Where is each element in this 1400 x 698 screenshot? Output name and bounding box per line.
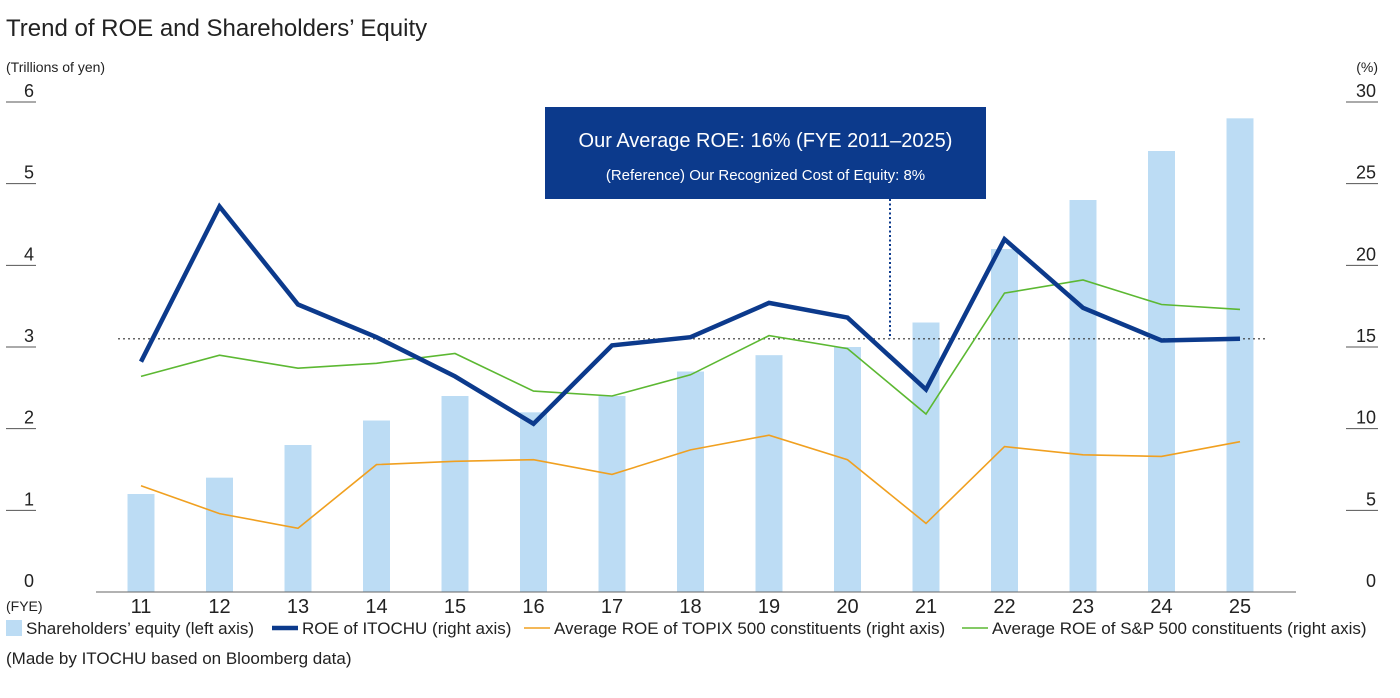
equity-bar — [363, 420, 390, 592]
equity-bar — [520, 412, 547, 592]
x-axis-unit: (FYE) — [6, 598, 43, 614]
average-roe-callout: Our Average ROE: 16% (FYE 2011–2025) (Re… — [545, 107, 986, 199]
legend-label: ROE of ITOCHU (right axis) — [302, 619, 511, 638]
equity-bar — [1069, 200, 1097, 592]
equity-bar — [991, 249, 1018, 592]
equity-bar — [598, 396, 626, 592]
equity-bar — [127, 494, 155, 592]
x-tick-label: 14 — [365, 596, 387, 618]
x-tick-label: 20 — [836, 596, 858, 618]
x-tick-label: 19 — [758, 596, 780, 618]
equity-bar — [755, 355, 783, 592]
callout-sub-text: (Reference) Our Recognized Cost of Equit… — [606, 167, 925, 184]
equity-bar — [834, 347, 861, 592]
equity-bar — [1148, 151, 1175, 592]
source-note: (Made by ITOCHU based on Bloomberg data) — [6, 649, 352, 668]
x-tick-label: 16 — [522, 596, 544, 618]
left-tick-label: 4 — [24, 244, 34, 264]
x-axis-ticks: 11 12 13 14 15 16 17 18 19 20 21 22 23 24 25 — [131, 596, 1252, 618]
right-tick-label: 5 — [1366, 489, 1376, 509]
equity-bar — [206, 477, 233, 592]
left-tick-label: 5 — [24, 163, 34, 183]
equity-bar — [912, 322, 940, 592]
equity-bars — [127, 118, 1254, 592]
roe-series-line — [138, 202, 1241, 427]
roe-series-line — [140, 434, 1241, 530]
x-tick-label: 18 — [679, 596, 701, 618]
legend-swatch — [6, 620, 22, 636]
legend-item: Average ROE of S&P 500 constituents (rig… — [962, 619, 1367, 638]
left-tick-label: 2 — [24, 408, 34, 428]
right-axis-ticks: 0 5 10 15 20 25 30 — [1346, 81, 1378, 591]
legend-item: Shareholders’ equity (left axis) — [6, 619, 254, 638]
legend-label: Shareholders’ equity (left axis) — [26, 619, 254, 638]
right-tick-label: 15 — [1356, 326, 1376, 346]
callout-main-text: Our Average ROE: 16% (FYE 2011–2025) — [579, 130, 953, 152]
left-tick-label: 3 — [24, 326, 34, 346]
equity-bar — [1226, 118, 1254, 592]
x-tick-label: 21 — [915, 596, 937, 618]
roe-lines — [138, 202, 1241, 530]
chart-legend: Shareholders’ equity (left axis) ROE of I… — [6, 619, 1367, 638]
x-tick-label: 17 — [601, 596, 623, 618]
x-tick-label: 12 — [208, 596, 230, 618]
right-tick-label: 30 — [1356, 81, 1376, 101]
x-tick-label: 24 — [1150, 596, 1172, 618]
x-tick-label: 11 — [131, 596, 152, 618]
equity-bar — [441, 396, 469, 592]
left-tick-label: 6 — [24, 81, 34, 101]
equity-bar — [284, 445, 312, 592]
callout-box — [545, 107, 986, 199]
x-tick-label: 13 — [287, 596, 309, 618]
x-tick-label: 15 — [444, 596, 466, 618]
x-tick-label: 22 — [993, 596, 1015, 618]
legend-item: Average ROE of TOPIX 500 constituents (r… — [524, 619, 945, 638]
right-tick-label: 20 — [1356, 244, 1376, 264]
left-tick-label: 0 — [24, 571, 34, 591]
right-tick-label: 25 — [1356, 163, 1376, 183]
left-tick-label: 1 — [24, 489, 34, 509]
left-axis-unit: (Trillions of yen) — [6, 59, 105, 75]
equity-bar — [677, 371, 704, 592]
legend-label: Average ROE of S&P 500 constituents (rig… — [992, 619, 1367, 638]
right-axis-unit: (%) — [1356, 59, 1378, 75]
x-tick-label: 25 — [1229, 596, 1251, 618]
right-tick-label: 10 — [1356, 408, 1376, 428]
legend-label: Average ROE of TOPIX 500 constituents (r… — [554, 619, 945, 638]
legend-item: ROE of ITOCHU (right axis) — [272, 619, 511, 638]
left-axis-ticks: 0 1 2 3 4 5 6 — [6, 81, 36, 591]
chart-title: Trend of ROE and Shareholders’ Equity — [6, 15, 427, 42]
right-tick-label: 0 — [1366, 571, 1376, 591]
x-tick-label: 23 — [1072, 596, 1094, 618]
